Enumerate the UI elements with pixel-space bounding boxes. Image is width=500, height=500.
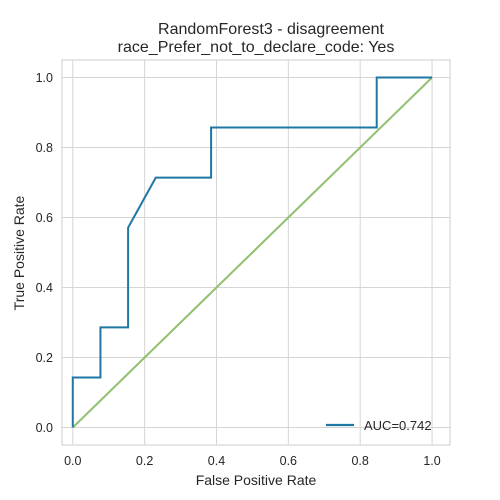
roc-curve-line <box>71 76 433 428</box>
chart-title-line-1: RandomForest3 - disagreement <box>158 21 384 38</box>
x-tick-label: 0.8 <box>351 454 368 468</box>
y-tick-label: 0.6 <box>36 211 53 225</box>
y-axis-label: True Positive Rate <box>11 195 27 310</box>
x-tick-label: 0.0 <box>64 454 81 468</box>
chart-title-line-2: race_Prefer_not_to_declare_code: Yes <box>118 39 395 56</box>
legend-label: AUC=0.742 <box>364 418 432 433</box>
y-tick-label: 0.0 <box>36 421 53 435</box>
y-tick-label: 1.0 <box>36 71 53 85</box>
x-tick-label: 0.6 <box>280 454 297 468</box>
y-tick-label: 0.2 <box>36 351 53 365</box>
x-tick-label: 0.2 <box>136 454 153 468</box>
diagonal-reference-line <box>72 76 433 429</box>
y-tick-label: 0.4 <box>36 281 53 295</box>
legend: AUC=0.742 <box>326 418 432 433</box>
x-tick-label: 1.0 <box>423 454 440 468</box>
series-layer <box>71 76 433 429</box>
tick-labels: 0.0 0.2 0.4 0.6 0.8 1.0 0.0 0.2 0.4 0.6 0.8 1.0 <box>36 71 441 468</box>
x-tick-label: 0.4 <box>208 454 225 468</box>
x-axis-label: False Positive Rate <box>196 472 317 488</box>
y-tick-label: 0.8 <box>36 141 53 155</box>
